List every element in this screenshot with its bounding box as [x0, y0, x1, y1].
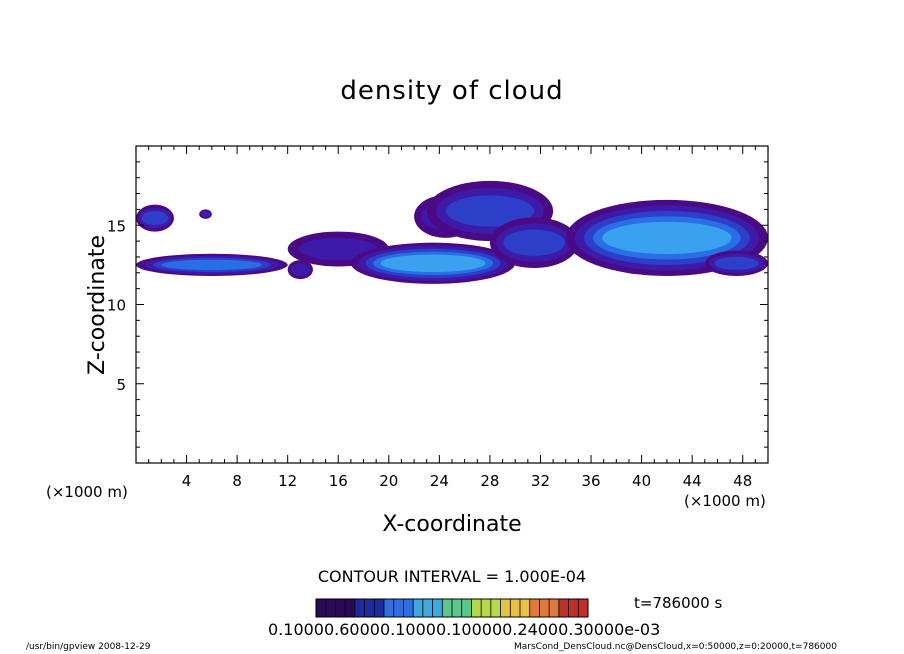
x-tick-label: 32 [531, 472, 550, 490]
colorbar-cell [442, 599, 452, 617]
colorbar-cell [500, 599, 511, 617]
x-tick-label: 36 [581, 472, 600, 490]
contour-level [200, 211, 211, 218]
contour-level [141, 211, 169, 226]
colorbar-cell [452, 599, 462, 617]
colorbar-cell [316, 599, 326, 617]
colorbar-cell [578, 599, 588, 617]
contour-level [380, 254, 486, 273]
colorbar-cell [529, 599, 540, 617]
colorbar-cell [432, 599, 443, 617]
x-axis-label: X-coordinate [382, 512, 522, 537]
colorbar-frame [315, 598, 589, 618]
contour-level [290, 263, 311, 276]
colorbar-cell [539, 599, 550, 617]
cloud-region [350, 242, 516, 284]
colorbar-labels: 0.10000.60000.10000.100000.24000.30000e-… [268, 620, 661, 639]
x-tick-label: 12 [278, 472, 297, 490]
contour-level [161, 259, 263, 270]
cloud-region [136, 204, 174, 232]
x-tick-label: 40 [632, 472, 651, 490]
footer-right: MarsCond_DensCloud.nc@DensCloud,x=0:5000… [514, 642, 837, 652]
colorbar-cell [325, 599, 336, 617]
cloud-region [489, 217, 579, 269]
colorbar-cell [335, 599, 346, 617]
contour-interval: CONTOUR INTERVAL = 1.000E-04 [317, 567, 587, 586]
cloud-region [287, 260, 313, 280]
x-tick-label: 48 [733, 472, 752, 490]
x-tick-label: 28 [480, 472, 499, 490]
colorbar-cell [403, 599, 414, 617]
colorbar-cell [471, 599, 482, 617]
y-tick-label: 15 [107, 217, 126, 235]
colorbar-cell [374, 599, 384, 617]
colorbar-cell [345, 599, 355, 617]
cloud-region [704, 250, 769, 276]
contour-level [445, 195, 535, 227]
x-tick-label: 20 [379, 472, 398, 490]
x-tick-label: 8 [232, 472, 242, 490]
colorbar-cell [568, 599, 579, 617]
contour-level [602, 221, 732, 255]
footer-left: /usr/bin/gpview 2008-12-29 [26, 642, 151, 652]
colorbar-cell [510, 599, 520, 617]
contour-level [503, 229, 566, 256]
colorbar-cell [520, 599, 530, 617]
colorbar-cell [461, 599, 472, 617]
y-tick-label: 10 [107, 297, 126, 315]
colorbar-cell [481, 599, 491, 617]
colorbar-cell [393, 599, 404, 617]
colorbar-cell [549, 599, 559, 617]
y-axis-label: Z-coordinate [85, 235, 110, 375]
y-tick-label: 5 [116, 376, 126, 394]
colorbar-cell [558, 599, 569, 617]
colorbar-cell [422, 599, 433, 617]
x-tick-label: 24 [430, 472, 449, 490]
cloud-region [136, 253, 288, 276]
x-tick-label: 16 [329, 472, 348, 490]
cloud-region [199, 209, 212, 219]
colorbar-cell [364, 599, 375, 617]
chart-title: density of cloud [340, 76, 564, 106]
x-unit-left: (×1000 m) [46, 483, 128, 501]
colorbar-cell [490, 599, 501, 617]
colorbar-cell [354, 599, 365, 617]
x-tick-label: 4 [182, 472, 192, 490]
colorbar-cell [384, 599, 394, 617]
x-unit-right: (×1000 m) [684, 492, 766, 510]
colorbar-cell [413, 599, 423, 617]
contour-level [714, 256, 759, 270]
x-tick-label: 44 [683, 472, 702, 490]
time-label: t=786000 s [634, 594, 723, 612]
contour-level [299, 237, 378, 261]
